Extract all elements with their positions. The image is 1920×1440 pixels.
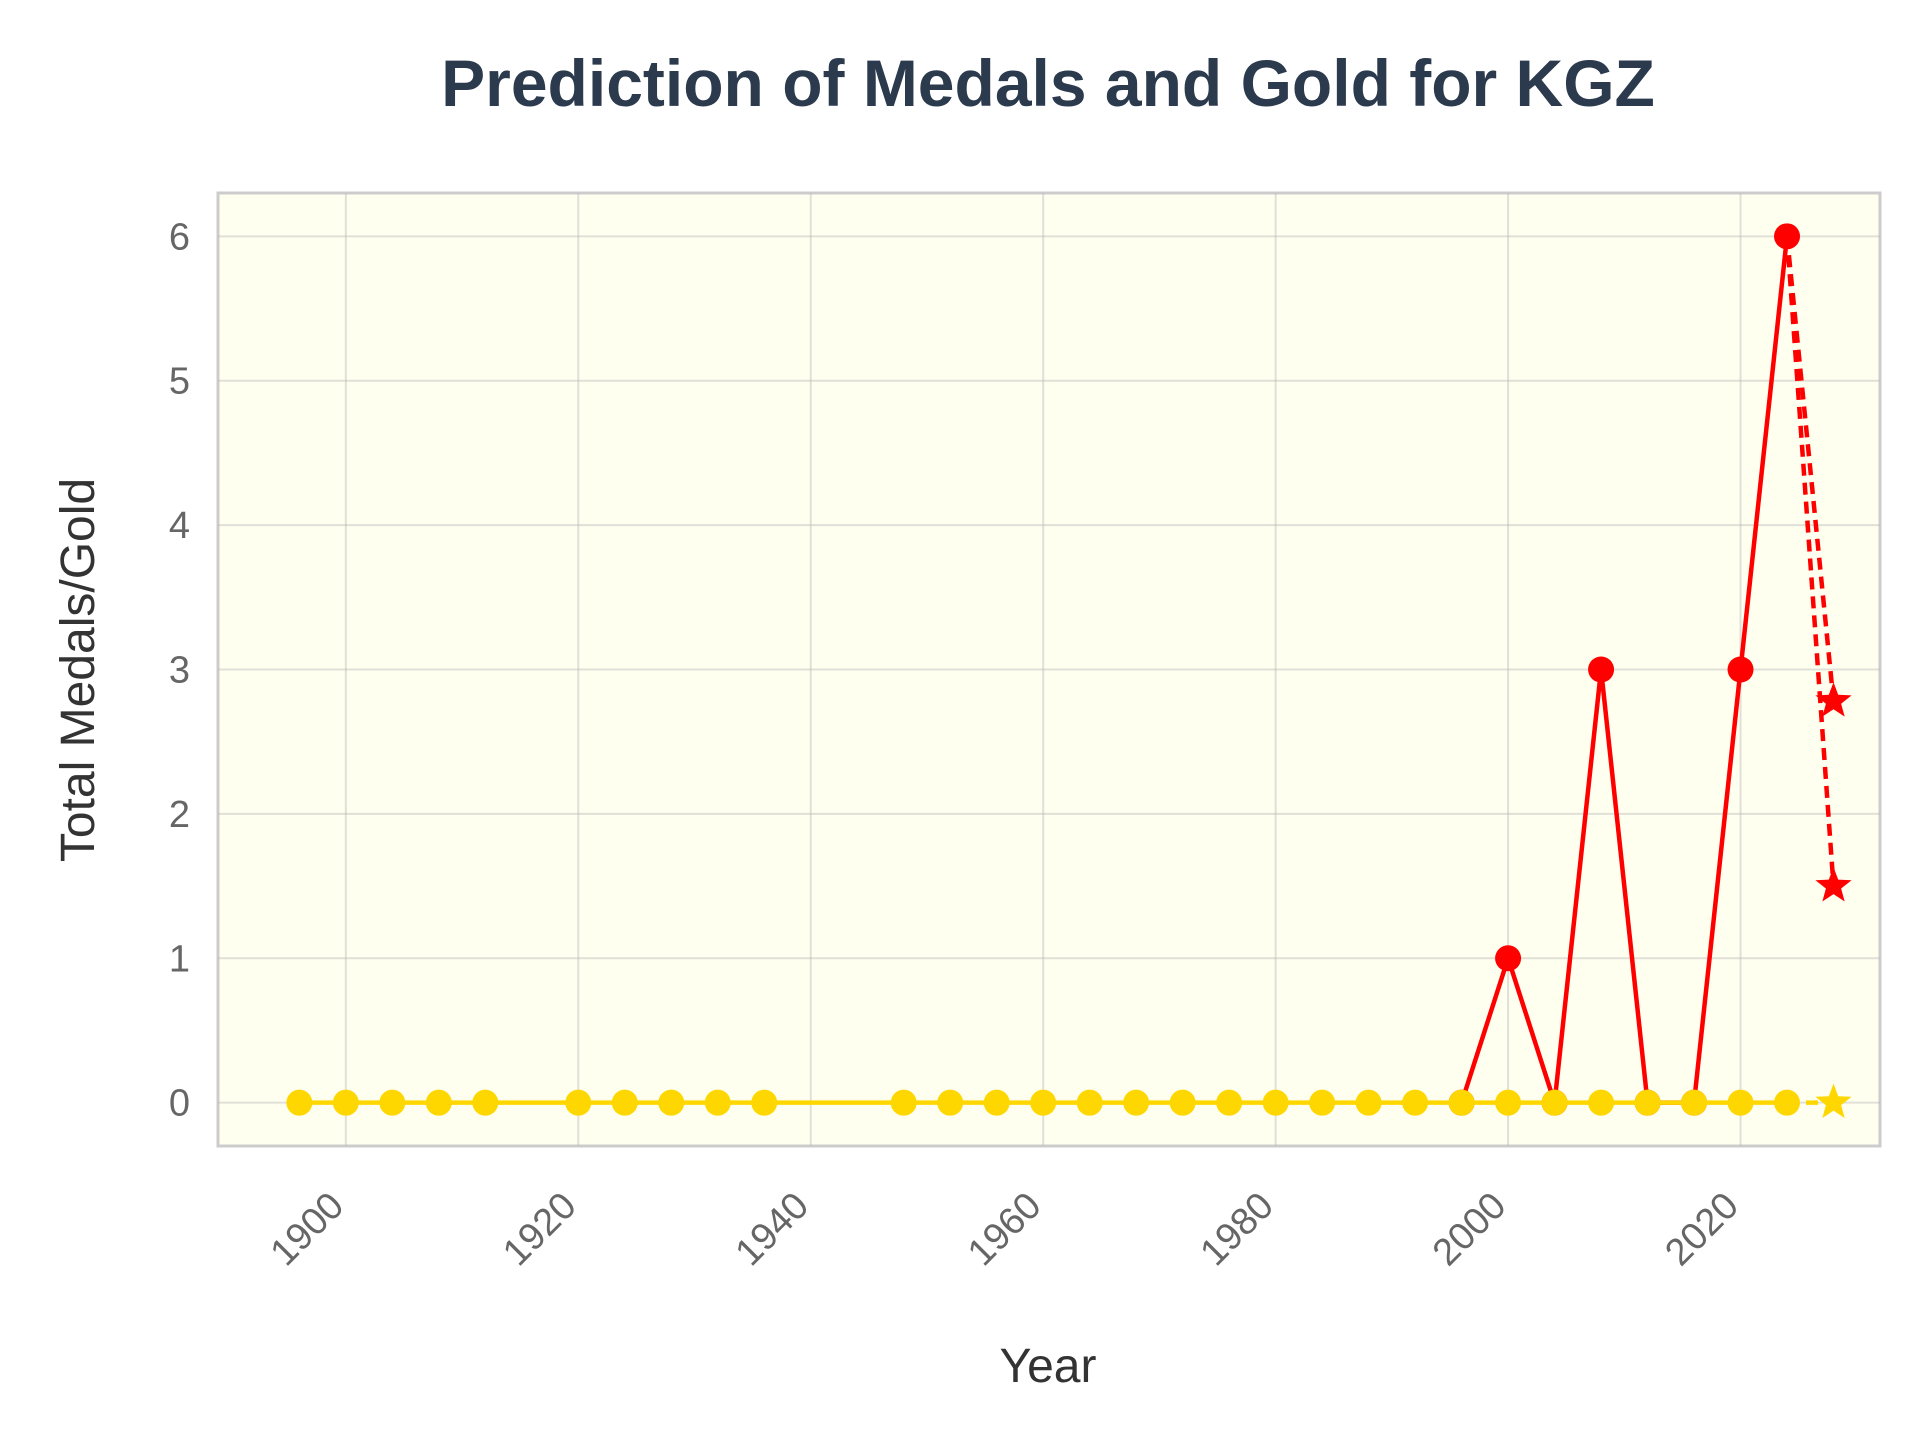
data-point (658, 1089, 685, 1116)
x-tick-label: 2020 (1657, 1185, 1746, 1274)
data-point (751, 1089, 778, 1116)
data-point (1448, 1089, 1475, 1116)
data-point (1076, 1089, 1103, 1116)
series-line-predicted-total-low (1784, 236, 1836, 887)
y-tick-label: 6 (169, 216, 190, 258)
data-point (1774, 223, 1801, 250)
data-point (1169, 1089, 1196, 1116)
y-tick-label: 0 (169, 1083, 190, 1125)
series-predicted-total-low (1784, 236, 1852, 902)
x-tick-label: 1920 (495, 1185, 584, 1274)
x-axis-label: Year (1000, 1340, 1097, 1393)
data-point (1495, 1089, 1522, 1116)
y-tick-label: 4 (169, 505, 190, 547)
data-point (1030, 1089, 1057, 1116)
x-tick-label: 1940 (728, 1185, 817, 1274)
data-point (1123, 1089, 1150, 1116)
predicted-point (1815, 867, 1852, 902)
data-point (937, 1089, 964, 1116)
data-point (425, 1089, 452, 1116)
data-point (1541, 1089, 1568, 1116)
predicted-point (1815, 682, 1852, 717)
data-point (286, 1089, 313, 1116)
data-point (1588, 1089, 1615, 1116)
predicted-point (1815, 1083, 1852, 1119)
data-point (1495, 945, 1522, 972)
series-layer (286, 223, 1852, 1119)
x-tick-label: 2000 (1425, 1185, 1514, 1274)
x-tick-label: 1980 (1193, 1185, 1282, 1274)
data-point (1588, 656, 1615, 683)
data-point (1634, 1089, 1661, 1116)
y-tick-label: 2 (169, 794, 190, 836)
y-tick-label: 1 (169, 938, 190, 980)
data-point (1262, 1089, 1289, 1116)
data-point (379, 1089, 406, 1116)
data-point (565, 1089, 592, 1116)
data-point (332, 1089, 359, 1116)
series-gold-medals (286, 1089, 1801, 1116)
data-point (704, 1089, 731, 1116)
y-axis-label: Total Medals/Gold (52, 478, 105, 862)
data-point (1355, 1089, 1382, 1116)
data-point (1402, 1089, 1429, 1116)
data-point (890, 1089, 917, 1116)
data-point (1309, 1089, 1336, 1116)
data-point (983, 1089, 1010, 1116)
y-tick-label: 5 (169, 361, 190, 403)
chart-title: Prediction of Medals and Gold for KGZ (441, 46, 1655, 120)
data-point (1681, 1089, 1708, 1116)
data-point (1727, 656, 1754, 683)
data-point (1216, 1089, 1243, 1116)
x-tick-label: 1900 (263, 1185, 352, 1274)
data-point (1727, 1089, 1754, 1116)
data-point (472, 1089, 499, 1116)
data-point (1774, 1089, 1801, 1116)
x-tick-label: 1960 (960, 1185, 1049, 1274)
data-point (611, 1089, 638, 1116)
grid (218, 193, 1880, 1146)
y-tick-label: 3 (169, 650, 190, 692)
series-line-total-medals (1459, 236, 1790, 1105)
